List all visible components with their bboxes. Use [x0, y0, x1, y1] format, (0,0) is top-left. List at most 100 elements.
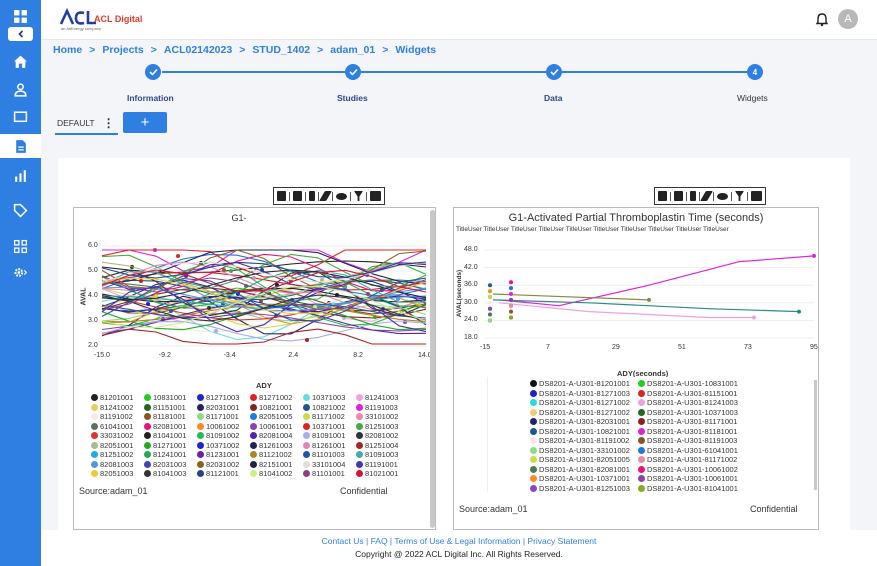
filter-icon[interactable]: [354, 191, 363, 201]
chart-icon[interactable]: [0, 164, 41, 186]
print-icon[interactable]: [370, 191, 381, 201]
chart2-legend-item[interactable]: DS8201-A-U301-33101002: [530, 446, 630, 455]
chart1-legend-item[interactable]: 82051005: [250, 412, 292, 421]
settings-icon[interactable]: [0, 261, 41, 283]
chart2-legend-item[interactable]: DS8201-A-U301-10831001: [638, 379, 738, 388]
breadcrumb-widgets[interactable]: Widgets: [395, 44, 437, 56]
chart1-legend-item[interactable]: 81091002: [197, 431, 239, 440]
chart1-legend-item[interactable]: 81261001: [303, 441, 345, 450]
bell-icon[interactable]: [815, 12, 829, 32]
chart1-legend-item[interactable]: 82051001: [91, 441, 133, 450]
filter-icon[interactable]: [735, 191, 744, 201]
breadcrumb-project[interactable]: ACL02142023: [163, 44, 233, 56]
chart1-legend-item[interactable]: 82031001: [197, 403, 239, 412]
chart1-legend-item[interactable]: 81271003: [197, 393, 239, 402]
chart1-legend-item[interactable]: 81191003: [356, 403, 398, 412]
chart2-legend-item[interactable]: DS8201-A-U301-81181001: [638, 427, 737, 436]
export-icon[interactable]: [658, 191, 667, 201]
breadcrumb-home[interactable]: Home: [53, 44, 83, 56]
chart1-legend-item[interactable]: 81041002: [250, 469, 292, 478]
chart1-legend-item[interactable]: 61041001: [91, 422, 133, 431]
chart2-legend-item[interactable]: DS8201-A-U301-81251003: [530, 484, 630, 493]
chart2-legend-item[interactable]: DS8201-A-U301-81191002: [530, 436, 629, 445]
chart1-legend-item[interactable]: 81041001: [144, 431, 186, 440]
collapse-button[interactable]: [8, 27, 33, 41]
chart1-legend-item[interactable]: 33101004: [303, 460, 345, 469]
chart1-legend-item[interactable]: 82081001: [144, 422, 186, 431]
step-2-check-icon[interactable]: [345, 64, 361, 80]
chart2-legend-item[interactable]: DS8201-A-U301-81041001: [638, 484, 738, 493]
chart1-legend-item[interactable]: 10371002: [197, 441, 239, 450]
chart1-legend-item[interactable]: 81091003: [356, 450, 398, 459]
chart2-legend-item[interactable]: DS8201-A-U301-10061002: [638, 465, 738, 474]
delete-icon[interactable]: [309, 191, 315, 201]
chart1-legend-item[interactable]: 81101003: [303, 450, 345, 459]
chart1-legend-item[interactable]: 81041003: [144, 469, 186, 478]
chart1-legend-item[interactable]: 81241002: [91, 403, 133, 412]
chart1-legend-item[interactable]: 81251003: [356, 422, 398, 431]
chart1-legend-item[interactable]: 81121002: [250, 450, 292, 459]
chart2-legend-item[interactable]: DS8201-A-U301-81171001: [638, 417, 737, 426]
breadcrumb-dataset[interactable]: adam_01: [330, 44, 376, 56]
chart2-legend-item[interactable]: DS8201-A-U301-10821001: [530, 427, 630, 436]
avatar[interactable]: A: [838, 9, 858, 29]
chart1-legend-item[interactable]: 81261003: [250, 441, 292, 450]
chart1-legend-item[interactable]: 81171001: [197, 412, 239, 421]
breadcrumb-study[interactable]: STUD_1402: [252, 44, 311, 56]
chart2-legend-scrollbar[interactable]: [814, 380, 817, 490]
chart1-legend-item[interactable]: 81271001: [144, 441, 186, 450]
chart2-legend-item[interactable]: DS8201-A-U301-61041001: [638, 446, 738, 455]
chart1-legend-item[interactable]: 81271002: [250, 393, 292, 402]
chart1-legend-item[interactable]: 10821001: [250, 403, 292, 412]
chart1-scrollbar[interactable]: [430, 210, 435, 528]
print-icon[interactable]: [751, 191, 762, 201]
chart2-legend-item[interactable]: DS8201-A-U301-81151001: [638, 389, 737, 398]
chart1-legend-item[interactable]: 82051003: [91, 469, 133, 478]
chart2-legend-item[interactable]: DS8201-A-U301-10371001: [530, 474, 630, 483]
chart2-legend-item[interactable]: DS8201-A-U301-81271002: [530, 408, 630, 417]
chart1-legend-item[interactable]: 10821002: [303, 403, 345, 412]
chart1-legend-item[interactable]: 82081002: [356, 431, 398, 440]
export-icon[interactable]: [277, 191, 286, 201]
step-4-number[interactable]: 4: [747, 64, 763, 80]
chart1-legend-item[interactable]: 10061002: [197, 422, 239, 431]
chart2-legend-item[interactable]: DS8201-A-U301-81271002: [530, 398, 630, 407]
chart1-legend-item[interactable]: 82031002: [197, 460, 239, 469]
step-1-check-icon[interactable]: [145, 64, 161, 80]
document-icon[interactable]: [0, 135, 41, 157]
chart2-legend-item[interactable]: DS8201-A-U301-81171002: [638, 455, 737, 464]
save-icon[interactable]: [674, 191, 683, 201]
tag-icon[interactable]: [0, 199, 41, 221]
user-icon[interactable]: [0, 78, 41, 100]
tab-default[interactable]: DEFAULT ⋮: [55, 113, 118, 135]
chart2-legend-item[interactable]: DS8201-A-U301-10371003: [638, 408, 738, 417]
chart1-legend-item[interactable]: 82151001: [250, 460, 292, 469]
chart1-legend-item[interactable]: 10831001: [144, 393, 186, 402]
chart2-legend-item[interactable]: DS8201-A-U301-82081001: [530, 465, 630, 474]
edit-icon[interactable]: [319, 191, 332, 201]
save-icon[interactable]: [293, 191, 302, 201]
breadcrumb-projects[interactable]: Projects: [102, 44, 144, 56]
chart2-legend-item[interactable]: DS8201-A-U301-81201001: [530, 379, 630, 388]
chart2-legend-item[interactable]: DS8201-A-U301-10061001: [638, 474, 738, 483]
chart2-legend-item[interactable]: DS8201-A-U301-81241003: [638, 398, 738, 407]
grid-icon[interactable]: [0, 5, 41, 27]
chart1-legend-item[interactable]: 81171002: [303, 412, 345, 421]
chart1-legend-item[interactable]: 81101001: [303, 469, 345, 478]
edit-icon[interactable]: [700, 191, 713, 201]
chart2-legend-item[interactable]: DS8201-A-U301-82031001: [530, 417, 630, 426]
chart1-legend-item[interactable]: 81021001: [356, 469, 398, 478]
step-3-check-icon[interactable]: [546, 64, 562, 80]
chart1-legend-item[interactable]: 81151001: [144, 403, 186, 412]
chart1-legend-item[interactable]: 82081003: [91, 460, 133, 469]
chart1-legend-item[interactable]: 33101002: [356, 412, 398, 421]
home-icon[interactable]: [0, 50, 41, 72]
view-icon[interactable]: [336, 192, 347, 200]
acl-logo[interactable]: ACL Digital an AltEnergy company: [58, 7, 142, 35]
chart1-legend-item[interactable]: 81251002: [91, 450, 133, 459]
apps-icon[interactable]: [0, 235, 41, 257]
chart1-legend-item[interactable]: 81201001: [91, 393, 133, 402]
footer-links[interactable]: Contact Us | FAQ | Terms of Use & Legal …: [321, 536, 597, 546]
chart1-legend-item[interactable]: 81191001: [356, 460, 398, 469]
chart1-legend-item[interactable]: 81231001: [197, 450, 239, 459]
